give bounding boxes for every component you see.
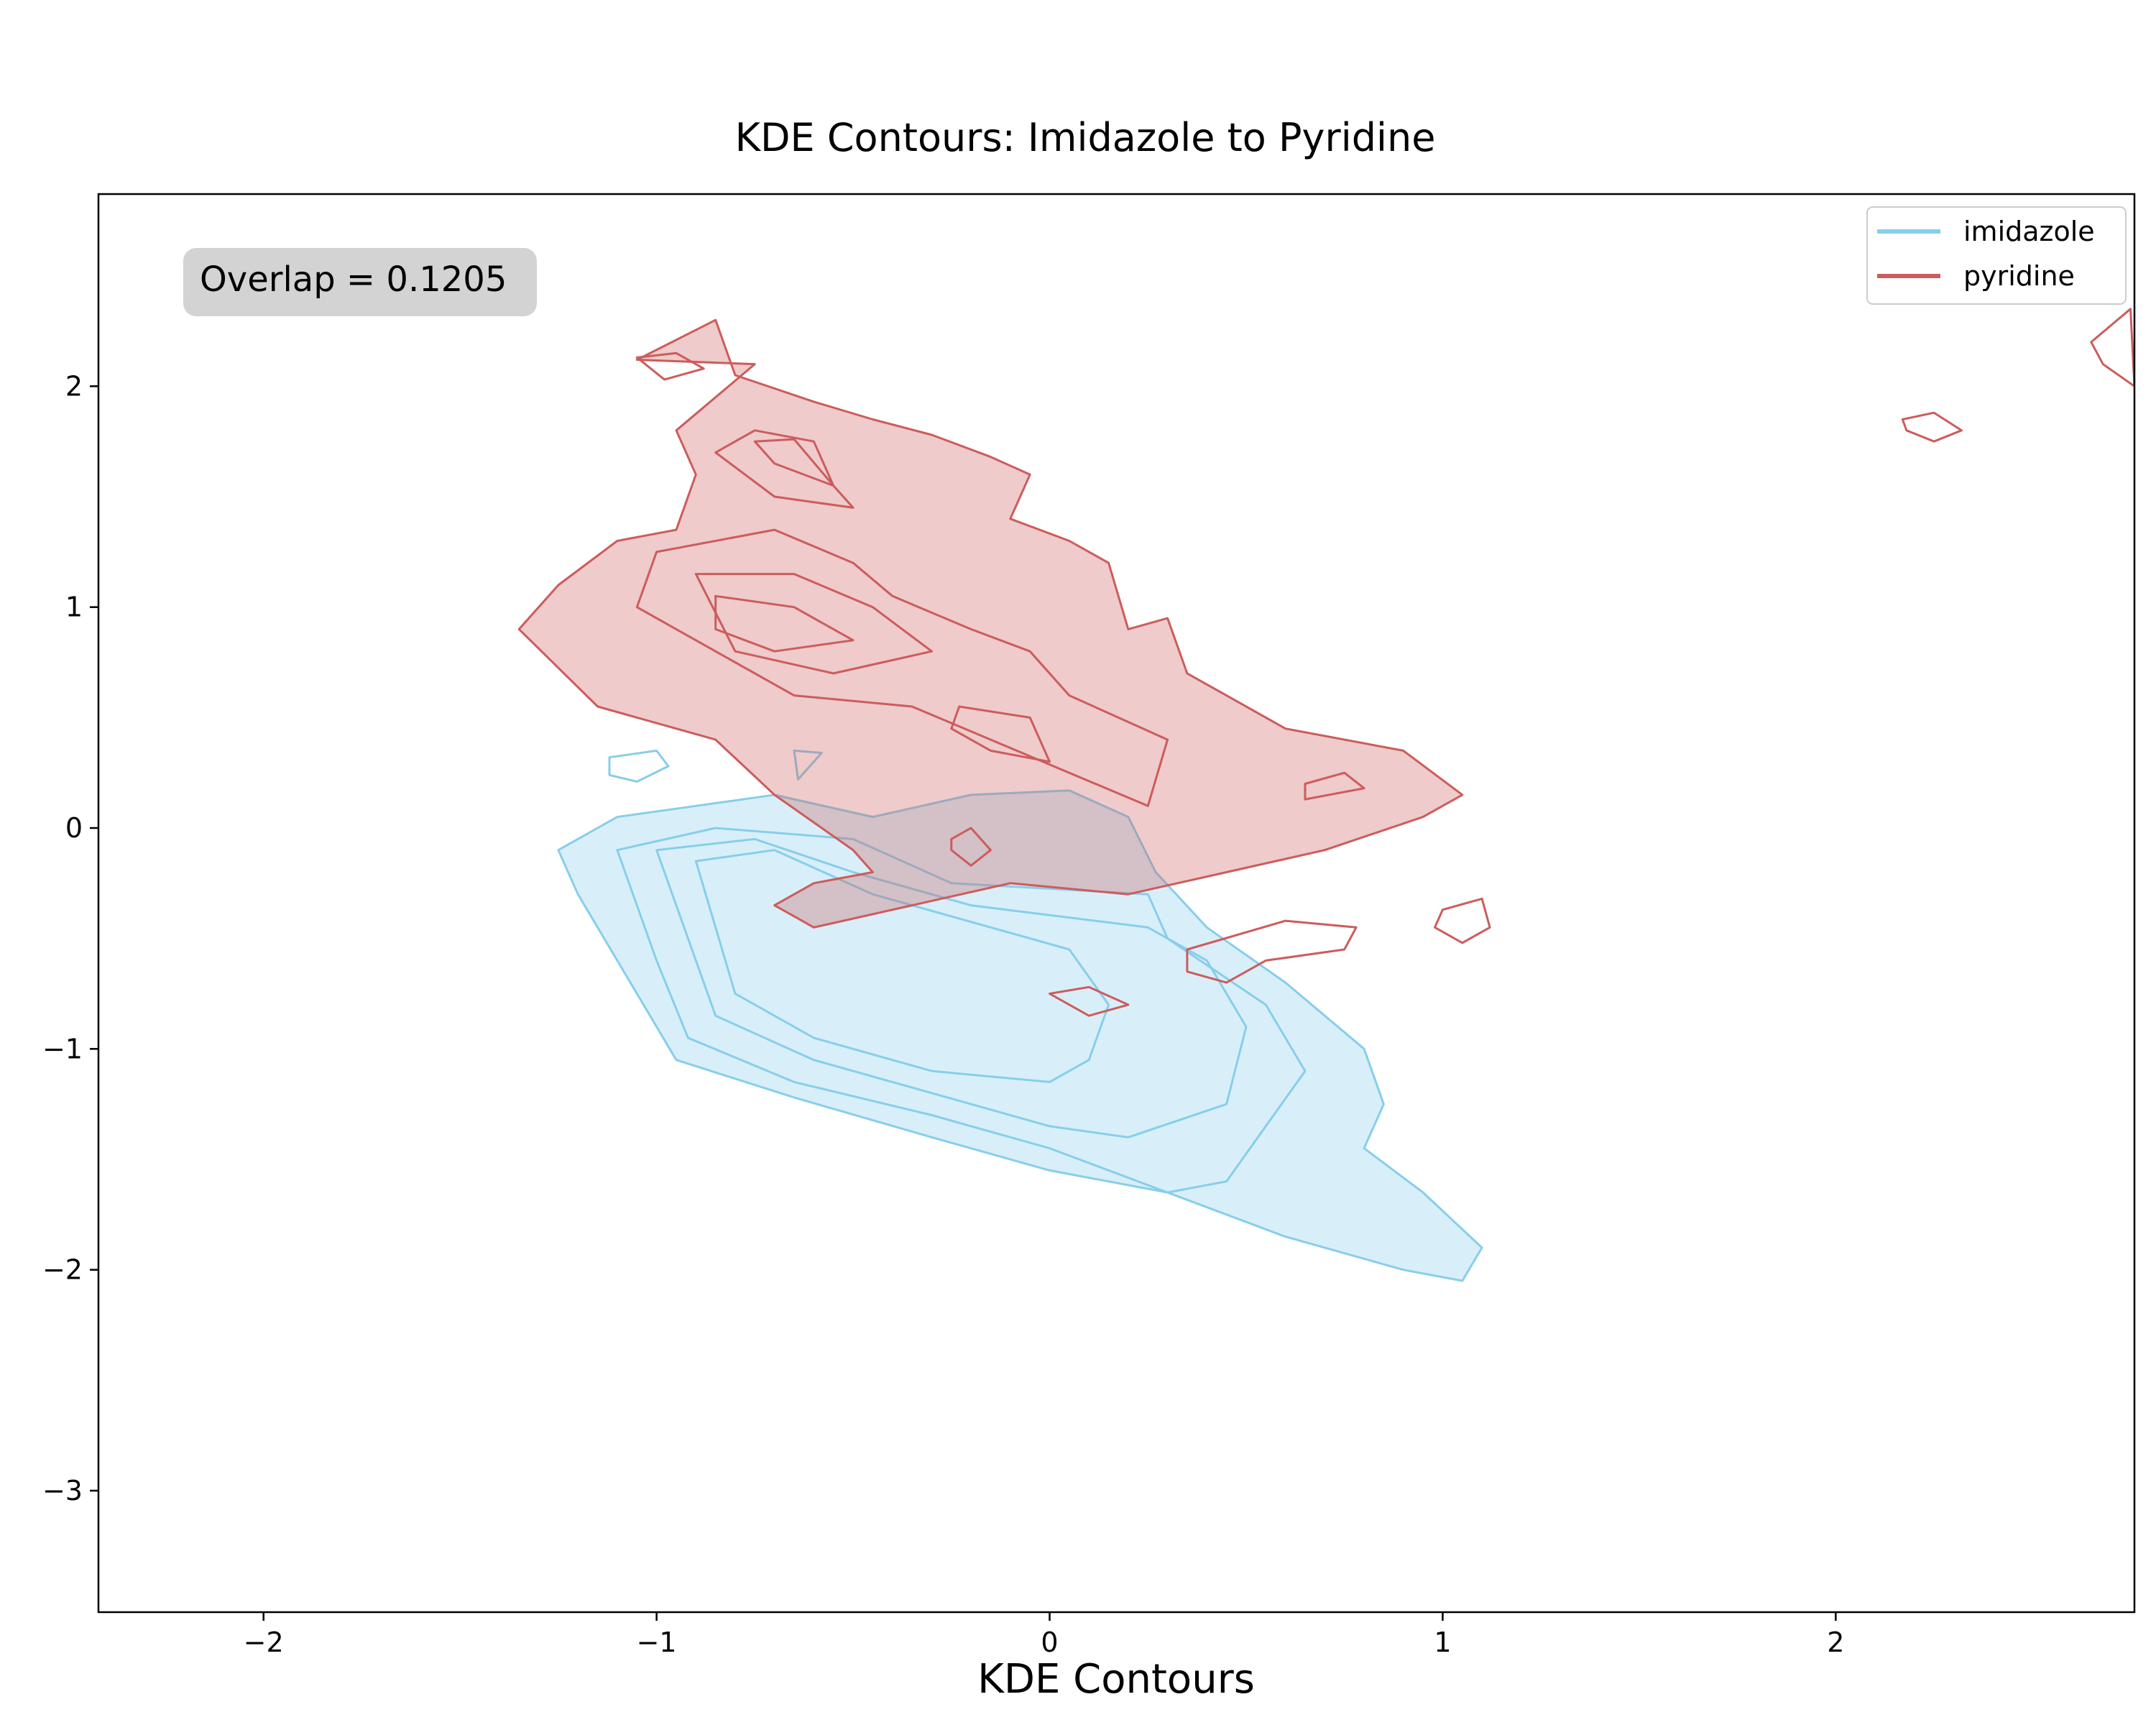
imidazole-contour-4 <box>655 837 1248 1138</box>
pyridine-contour-1 <box>635 351 705 381</box>
x-axis: −2 −1 0 1 2 <box>244 1612 1844 1658</box>
pyridine-contour-0 <box>517 318 1464 929</box>
pyridine-contour-7 <box>950 705 1051 763</box>
imidazole-contour-1 <box>608 749 670 783</box>
imidazole-contour-3 <box>616 827 1307 1194</box>
pyridine-contour-8 <box>1304 771 1365 801</box>
pyridine-contour-4 <box>635 528 1169 807</box>
pyridine-contour-10 <box>1186 919 1358 984</box>
y-axis: −3 −2 −1 0 1 2 <box>42 370 98 1506</box>
y-tick-label: 1 <box>65 592 83 623</box>
legend-label-imidazole: imidazole <box>1963 216 2095 247</box>
y-tick-label: −2 <box>42 1254 83 1286</box>
plot-frame <box>97 193 2136 1614</box>
x-tick-label: 2 <box>1827 1627 1844 1658</box>
chart-title: KDE Contours: Imidazole to Pyridine <box>735 115 1436 160</box>
pyridine-contour-9 <box>950 827 992 867</box>
x-tick-label: −2 <box>244 1627 284 1658</box>
annotation-box <box>183 248 537 316</box>
legend-label-pyridine: pyridine <box>1963 260 2075 292</box>
x-tick-label: 0 <box>1041 1627 1058 1658</box>
x-tick-label: 1 <box>1434 1627 1451 1658</box>
contour-layer <box>517 308 2134 1282</box>
legend: imidazole pyridine <box>1866 206 2127 305</box>
imidazole-contour-2 <box>793 749 823 781</box>
pyridine-contour-13 <box>1901 411 1963 443</box>
pyridine-contour-14 <box>2090 308 2134 387</box>
y-tick-label: 0 <box>65 812 83 844</box>
pyridine-contour-12 <box>1049 985 1130 1017</box>
pyridine-contour-3 <box>753 438 835 487</box>
pyridine-contour-6 <box>714 594 854 653</box>
y-tick-label: −3 <box>42 1475 83 1506</box>
x-axis-label: KDE Contours <box>977 1656 1255 1703</box>
y-tick-label: −1 <box>42 1033 83 1064</box>
x-tick-label: −1 <box>637 1627 677 1658</box>
pyridine-contour-11 <box>1434 897 1491 944</box>
overlap-annotation: Overlap = 0.1205 <box>183 248 537 316</box>
imidazole-contour-5 <box>694 849 1110 1083</box>
annotation-text: Overlap = 0.1205 <box>200 259 507 300</box>
pyridine-contour-5 <box>694 573 933 675</box>
y-tick-label: 2 <box>65 370 83 402</box>
